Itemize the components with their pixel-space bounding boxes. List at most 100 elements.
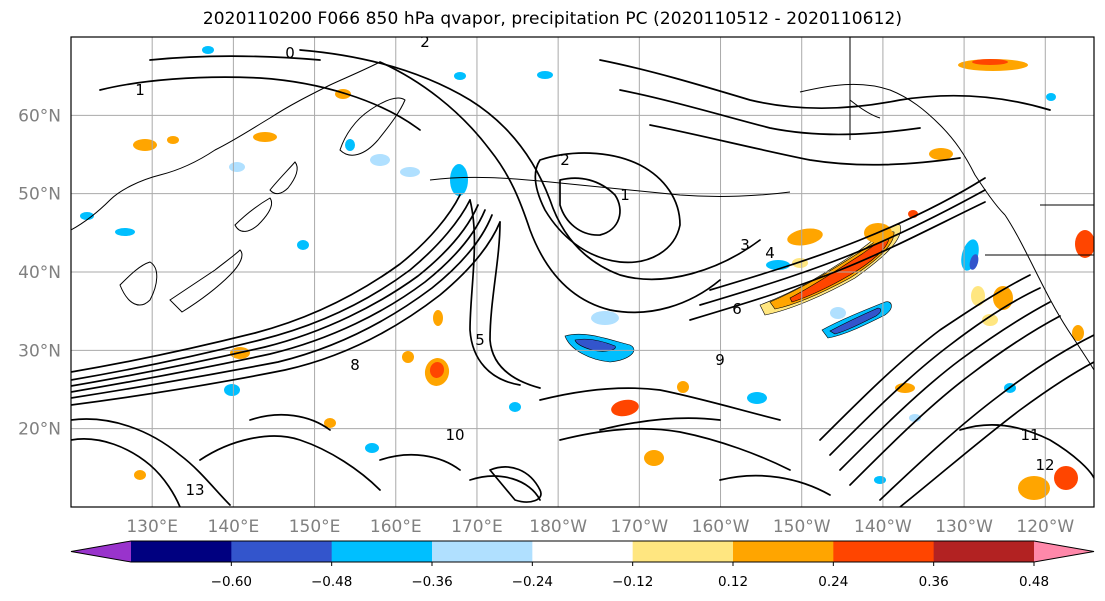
qvapor-contour-line [199, 435, 381, 491]
coastline [71, 61, 381, 231]
lat-label: 30°N [18, 341, 61, 361]
qvapor-contour-line [149, 55, 321, 61]
precip-anomaly-patch [345, 139, 355, 151]
qvapor-contour-line [709, 177, 986, 291]
qvapor-contour-line [699, 189, 986, 306]
precip-anomaly-patch [370, 154, 390, 166]
contour-label: 11 [1020, 426, 1039, 444]
precip-anomaly-patch [972, 59, 1008, 65]
lon-label: 170°W [610, 517, 668, 537]
coastline [429, 176, 791, 197]
qvapor-contour-line [469, 475, 541, 501]
precip-anomaly-patch [115, 228, 135, 236]
qvapor-contours [71, 49, 1094, 507]
colorbar-segment [933, 541, 1035, 562]
precip-anomaly-patch [433, 310, 443, 326]
colorbar-tick-label: −0.36 [411, 574, 452, 590]
precip-anomaly-patch [1075, 230, 1094, 258]
qvapor-contour-line [379, 61, 721, 314]
precip-anomaly-patch [224, 384, 240, 396]
colorbar-tick-label: 0.48 [1019, 574, 1049, 590]
qvapor-contour-line [71, 438, 181, 507]
precip-anomaly-patch [1018, 476, 1050, 500]
precip-anomaly-patch [747, 392, 767, 404]
contour-label: 5 [475, 331, 485, 349]
precip-anomaly-patch [677, 381, 689, 393]
precip-anomaly-patch [787, 228, 823, 246]
qvapor-contour-line [534, 152, 681, 264]
lat-label: 50°N [18, 185, 61, 205]
precip-anomaly-patch [253, 132, 277, 142]
qvapor-contour-line [559, 427, 791, 471]
precip-anomaly-patch [769, 231, 895, 310]
qvapor-contour-line [829, 287, 1041, 456]
precip-anomaly-patch [644, 450, 664, 466]
contour-label: 2 [560, 151, 570, 169]
colorbar-segment [833, 541, 935, 562]
coastline [169, 249, 243, 313]
qvapor-contour-line [539, 387, 781, 421]
precip-anomaly-patch [830, 307, 846, 319]
qvapor-contour-line [249, 414, 331, 431]
qvapor-contour-line [469, 199, 521, 386]
precip-anomaly-patch [537, 71, 553, 79]
precip-anomaly-patch [971, 286, 985, 306]
lon-label: 140°E [208, 517, 260, 537]
qvapor-contour-line [71, 204, 479, 387]
precip-anomaly-patch [450, 164, 468, 196]
lon-label: 180°W [529, 517, 587, 537]
precip-anomaly-patch [611, 399, 639, 417]
qvapor-contour-line [839, 301, 1051, 471]
qvapor-contour-line [689, 201, 986, 321]
precip-anomaly-patch [982, 314, 998, 326]
precip-anomaly-patch [1072, 325, 1084, 341]
qvapor-contour-line [599, 59, 1051, 111]
qvapor-contour-line [489, 221, 541, 389]
lon-label: 170°E [451, 517, 503, 537]
qvapor-contour-line [71, 199, 471, 381]
precip-anomaly-patch [929, 148, 953, 160]
contour-label: 13 [185, 481, 204, 499]
qvapor-contour-line [299, 49, 761, 281]
qvapor-contour-line [489, 466, 542, 503]
colorbar-segment [331, 541, 433, 562]
qvapor-contour-line [649, 124, 961, 166]
contour-label: 1 [620, 186, 630, 204]
precip-anomaly-patch [969, 254, 979, 270]
qvapor-contour-line [71, 194, 461, 373]
lon-label: 140°W [854, 517, 912, 537]
contour-label: 9 [715, 351, 725, 369]
colorbar-segment [532, 541, 634, 562]
qvapor-contour-line [71, 221, 501, 406]
precip-anomaly-patch [229, 162, 245, 172]
qvapor-contour-line [719, 474, 831, 496]
colorbar-tick-labels: −0.60 −0.48 −0.36 −0.24 −0.12 0.12 0.24 0.36 0.4… [211, 562, 1049, 590]
precip-anomaly-patch [829, 307, 882, 335]
coastline [1004, 214, 1094, 371]
colorbar [70, 540, 1095, 563]
coastline [799, 83, 1006, 216]
colorbar-tick-label: 0.24 [818, 574, 848, 590]
lon-label: 150°E [289, 517, 341, 537]
precip-anomaly-patch [402, 351, 414, 363]
graticule [71, 37, 1094, 507]
lat-label: 20°N [18, 420, 61, 440]
colorbar-segment [733, 541, 834, 562]
colorbar-tick-label: −0.24 [512, 574, 553, 590]
precip-anomaly-patch [297, 240, 309, 250]
qvapor-contour-line [99, 76, 421, 131]
colorbar-segment [432, 541, 533, 562]
map-title: 2020110200 F066 850 hPa qvapor, precipit… [202, 9, 903, 29]
colorbar-segment [131, 541, 232, 562]
lon-label: 160°W [692, 517, 750, 537]
colorbar-outline [70, 540, 1095, 563]
precip-anomaly-patch [80, 212, 94, 220]
precip-anomaly-patch [400, 167, 420, 177]
precip-anomaly-patch [909, 414, 921, 422]
precip-anomaly-patch [509, 402, 521, 412]
precip-anomaly-patch [895, 383, 915, 393]
contour-label: 10 [445, 426, 464, 444]
qvapor-contour-line [879, 334, 1094, 501]
